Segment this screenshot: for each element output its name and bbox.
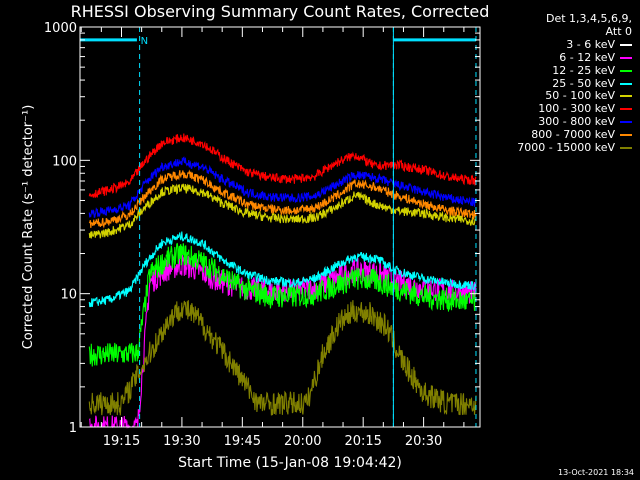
- y-tick-label: 10: [60, 288, 77, 303]
- legend-swatch: [620, 95, 632, 98]
- footer-timestamp: 13-Oct-2021 18:34: [558, 468, 634, 477]
- x-tick-label: 19:15: [103, 434, 140, 449]
- chart-curves: [88, 133, 477, 429]
- legend-swatch: [620, 121, 632, 124]
- x-axis-label: Start Time (15-Jan-08 19:04:42): [178, 455, 402, 471]
- legend-item: 50 - 100 keV: [517, 89, 632, 103]
- bar-label: N: [141, 36, 148, 47]
- legend-item-label: 50 - 100 keV: [545, 89, 615, 103]
- legend-swatch: [620, 56, 632, 59]
- legend-swatch: [620, 82, 632, 85]
- legend-items: 3 - 6 keV 6 - 12 keV 12 - 25 keV 25 - 50 ke…: [517, 37, 632, 155]
- x-tick-label: 20:15: [344, 434, 381, 449]
- legend-item: 300 - 800 keV: [517, 115, 632, 129]
- x-tick-label: 19:45: [224, 434, 261, 449]
- axis-tick-labels: 1 10 100 1000 19:15 19:30 19:45 20:00 20:15 20:30: [44, 21, 442, 449]
- legend-item: 800 - 7000 keV: [517, 128, 632, 142]
- x-tick-label: 20:00: [284, 434, 321, 449]
- legend-swatch: [620, 69, 632, 72]
- legend-item-label: 12 - 25 keV: [552, 63, 615, 77]
- y-tick-label: 1000: [44, 21, 77, 36]
- legend-swatch: [620, 43, 632, 46]
- legend-item: 100 - 300 keV: [517, 102, 632, 116]
- x-tick-label: 19:30: [163, 434, 200, 449]
- series-line: [88, 169, 477, 229]
- series-line: [88, 133, 477, 198]
- series-line: [88, 231, 477, 308]
- legend-item-label: 800 - 7000 keV: [531, 128, 615, 142]
- legend-swatch: [620, 147, 632, 150]
- y-tick-label: 100: [52, 154, 77, 169]
- legend-item: 3 - 6 keV: [517, 37, 632, 52]
- y-axis-label: Corrected Count Rate (s⁻¹ detector⁻¹): [21, 105, 36, 350]
- series-line: [88, 269, 477, 367]
- chart-markers: [79, 27, 477, 427]
- legend-item: 6 - 12 keV: [517, 50, 632, 65]
- legend-swatch: [620, 134, 632, 137]
- legend-item-label: 25 - 50 keV: [552, 76, 615, 90]
- legend-item: 12 - 25 keV: [517, 63, 632, 78]
- series-line: [88, 156, 477, 218]
- legend-item: 7000 - 15000 keV: [517, 141, 632, 155]
- chart-legend: Det 1,3,4,5,6,9, Att 0 3 - 6 keV 6 - 12 k…: [517, 12, 632, 155]
- legend-item: 25 - 50 keV: [517, 76, 632, 91]
- legend-swatch: [620, 108, 632, 111]
- x-tick-label: 20:30: [405, 434, 442, 449]
- series-line: [88, 242, 477, 367]
- legend-item-label: 7000 - 15000 keV: [517, 141, 615, 155]
- legend-header-line-1: Det 1,3,4,5,6,9,: [545, 12, 632, 25]
- chart-title: RHESSI Observing Summary Count Rates, Co…: [70, 2, 490, 21]
- axis-ticks: [80, 26, 480, 428]
- legend-item-label: 300 - 800 keV: [538, 115, 615, 129]
- series-line: [88, 300, 477, 416]
- legend-item-label: 6 - 12 keV: [559, 50, 615, 64]
- y-tick-label: 1: [69, 421, 77, 436]
- legend-header-line-2: Att 0: [605, 24, 632, 38]
- legend-item-label: 3 - 6 keV: [566, 37, 615, 51]
- legend-item-label: 100 - 300 keV: [538, 102, 615, 116]
- plot-frame: [79, 26, 481, 428]
- series-line: [88, 183, 477, 239]
